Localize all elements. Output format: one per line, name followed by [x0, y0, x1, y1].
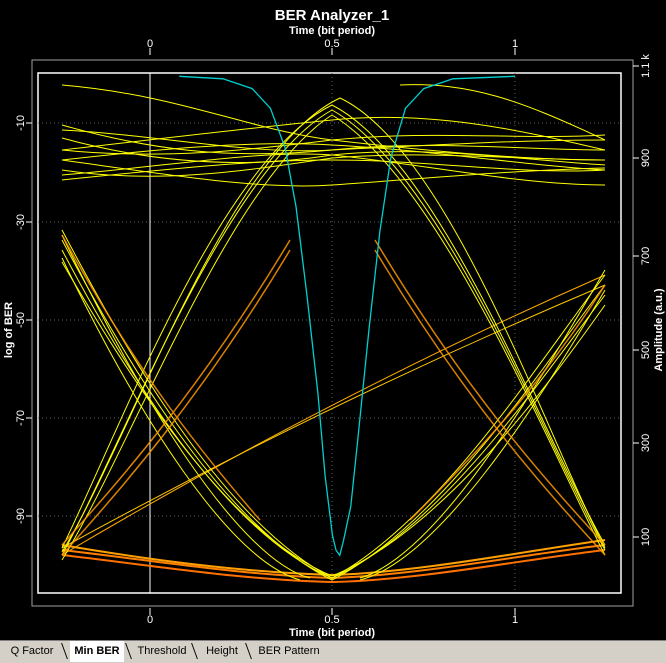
left-tick: -70 [15, 410, 27, 426]
eye-traces-high [61, 84, 606, 187]
right-tick: 900 [640, 149, 652, 167]
right-tick: 700 [640, 247, 652, 265]
left-tick: -30 [15, 214, 27, 230]
min-ber-curve [179, 75, 516, 557]
bottom-axis-label: Time (bit period) [289, 627, 375, 639]
bottom-tick: 0 [147, 614, 153, 626]
tab-height[interactable]: Height [200, 641, 244, 661]
right-tick: 300 [640, 434, 652, 452]
plot-area [37, 72, 622, 594]
top-tick: 0.5 [324, 38, 339, 50]
bottom-tick: 1 [512, 614, 518, 626]
right-axis-label: Amplitude (a.u.) [653, 288, 665, 371]
ber-chart: BER Analyzer_1 Time (bit period) Time (b… [3, 7, 665, 639]
tab-threshold[interactable]: Threshold [134, 641, 190, 661]
left-tick: -10 [15, 115, 27, 131]
top-tick: 1 [512, 38, 518, 50]
left-tick: -90 [15, 508, 27, 524]
tab-q-factor[interactable]: Q Factor [10, 645, 54, 657]
right-tick: 100 [640, 528, 652, 546]
left-tick: -50 [15, 312, 27, 328]
right-tick: 1.1 k [640, 54, 652, 78]
analysis-tab-bar: Q Factor Min BER Threshold Height BER Pa… [0, 640, 666, 663]
right-tick: 500 [640, 341, 652, 359]
left-axis-label: log of BER [3, 302, 15, 358]
eye-traces-transitions [61, 97, 606, 581]
tab-ber-pattern[interactable]: BER Pattern [254, 641, 324, 661]
bottom-tick: 0.5 [324, 614, 339, 626]
grid [38, 73, 621, 593]
top-tick: 0 [147, 38, 153, 50]
chart-title: BER Analyzer_1 [275, 7, 390, 24]
top-axis-label: Time (bit period) [289, 25, 375, 37]
tab-min-ber[interactable]: Min BER [70, 641, 124, 662]
